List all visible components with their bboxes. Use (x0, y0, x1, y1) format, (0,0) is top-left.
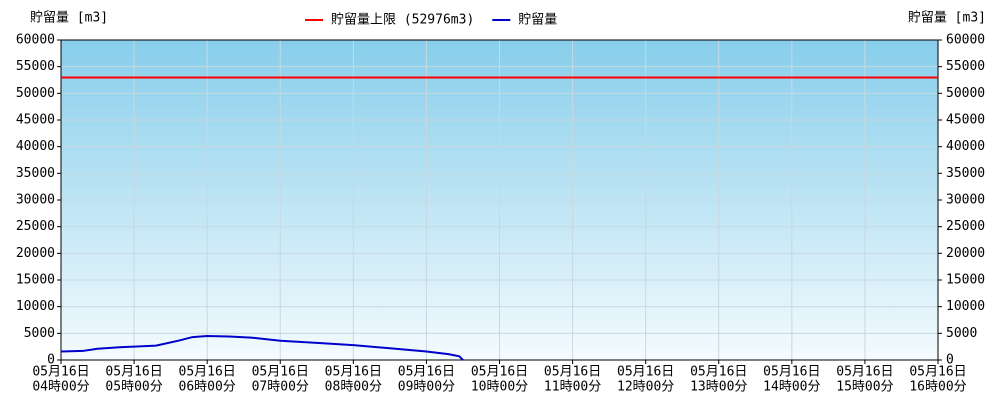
x-tick-label: 05月16日 (544, 365, 601, 380)
x-tick-label: 05月16日 (617, 365, 674, 380)
x-tick-label: 10時00分 (471, 380, 528, 395)
y2-tick-label: 55000 (946, 59, 985, 74)
x-tick-label: 05月16日 (32, 365, 89, 380)
y2-tick-label: 5000 (946, 326, 977, 341)
y-tick-label: 0 (47, 353, 55, 368)
y-axis-label: 貯留量 [m3] (30, 11, 108, 26)
y-tick-label: 20000 (16, 246, 55, 261)
x-tick-label: 05時00分 (105, 380, 162, 395)
y-tick-label: 50000 (16, 86, 55, 101)
x-tick-label: 12時00分 (617, 380, 674, 395)
y2-tick-label: 20000 (946, 246, 985, 261)
y2-tick-label: 0 (946, 353, 954, 368)
y2-tick-label: 10000 (946, 299, 985, 314)
x-tick-label: 05月16日 (763, 365, 820, 380)
x-tick-label: 16時00分 (909, 380, 966, 395)
x-tick-label: 13時00分 (690, 380, 747, 395)
y2-tick-label: 30000 (946, 193, 985, 208)
y-tick-label: 30000 (16, 193, 55, 208)
y-tick-label: 10000 (16, 299, 55, 314)
x-tick-label: 08時00分 (325, 380, 382, 395)
x-tick-label: 05月16日 (105, 365, 162, 380)
x-tick-label: 06時00分 (179, 380, 236, 395)
y2-tick-label: 45000 (946, 113, 985, 128)
y-tick-label: 15000 (16, 273, 55, 288)
legend-label: 貯留量上限 (52976m3) (331, 13, 474, 28)
y2-tick-label: 50000 (946, 86, 985, 101)
y-tick-label: 60000 (16, 33, 55, 48)
x-tick-label: 14時00分 (763, 380, 820, 395)
x-tick-label: 05月16日 (252, 365, 309, 380)
x-tick-label: 05月16日 (471, 365, 528, 380)
x-tick-label: 04時00分 (32, 380, 89, 395)
y2-tick-label: 15000 (946, 273, 985, 288)
plot-border (60, 39, 939, 361)
x-tick-label: 05月16日 (325, 365, 382, 380)
y-tick-label: 45000 (16, 113, 55, 128)
y-tick-label: 25000 (16, 219, 55, 234)
x-tick-label: 09時00分 (398, 380, 455, 395)
y-tick-label: 40000 (16, 139, 55, 154)
y2-axis-label: 貯留量 [m3] (908, 11, 986, 26)
y-tick-label: 55000 (16, 59, 55, 74)
y2-tick-label: 40000 (946, 139, 985, 154)
y-tick-label: 35000 (16, 166, 55, 181)
y2-tick-label: 60000 (946, 33, 985, 48)
x-tick-label: 11時00分 (544, 380, 601, 395)
x-tick-label: 15時00分 (836, 380, 893, 395)
x-tick-label: 05月16日 (909, 365, 966, 380)
data-line (60, 334, 464, 361)
x-tick-label: 05月16日 (836, 365, 893, 380)
y2-tick-label: 35000 (946, 166, 985, 181)
x-tick-label: 07時00分 (252, 380, 309, 395)
x-tick-label: 05月16日 (398, 365, 455, 380)
x-tick-label: 05月16日 (179, 365, 236, 380)
legend: 貯留量上限 (52976m3) 貯留量 (305, 13, 557, 28)
x-tick-label: 05月16日 (690, 365, 747, 380)
y2-tick-label: 25000 (946, 219, 985, 234)
y-tick-label: 5000 (24, 326, 55, 341)
legend-label: 貯留量 (518, 13, 557, 28)
